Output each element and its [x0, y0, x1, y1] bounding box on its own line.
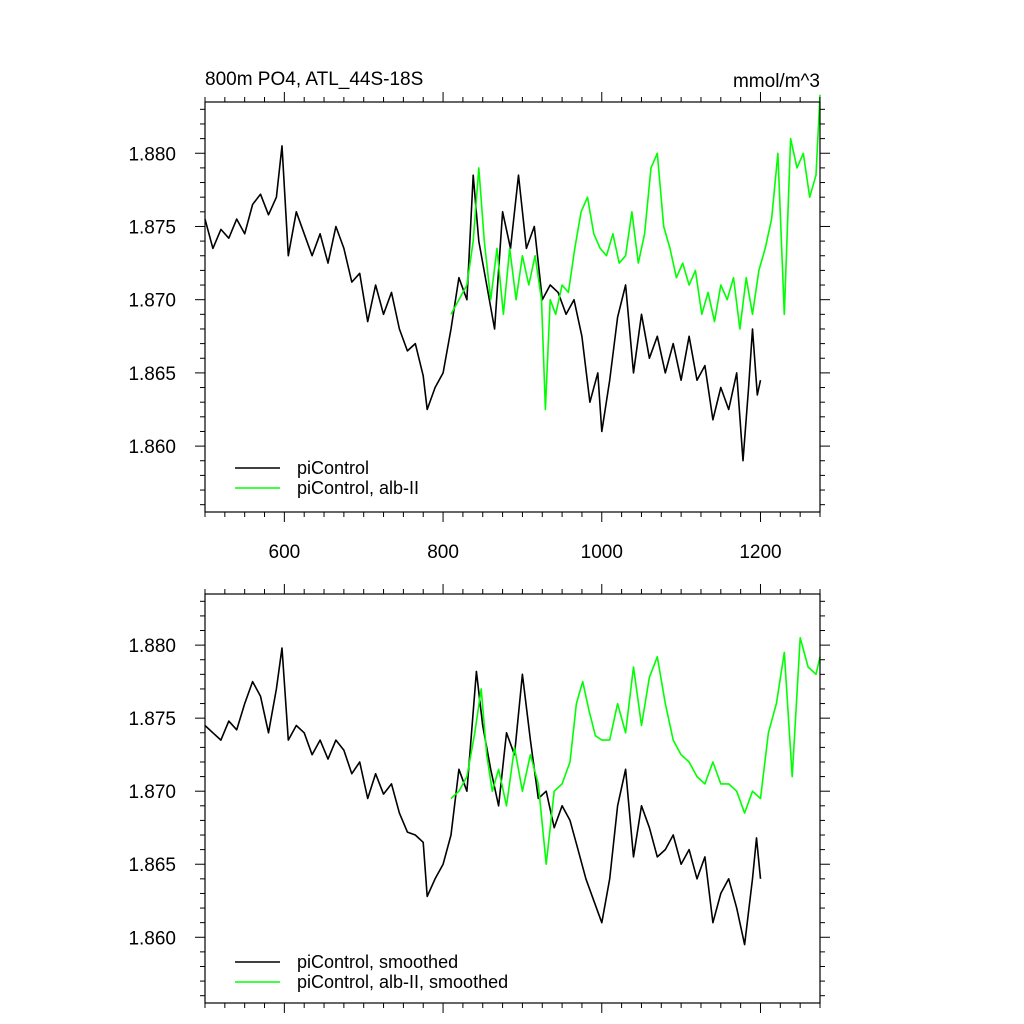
series-line-picontrol-alb-ii — [450, 637, 821, 865]
y-tick-label: 1.870 — [128, 291, 176, 312]
units-label: mmol/m^3 — [733, 71, 820, 92]
y-tick-label: 1.860 — [128, 928, 176, 949]
y-tick-label: 1.860 — [128, 437, 176, 458]
plot-frame — [204, 101, 821, 513]
series-line-picontrol — [204, 647, 762, 946]
y-tick-label: 1.875 — [128, 217, 176, 238]
y-tick-label: 1.865 — [128, 855, 176, 876]
plot-top: 600 800 1000 1200 1.860 1.865 1.870 1.875 1.880 p… — [128, 92, 830, 563]
legend-label: piControl, alb-II — [297, 478, 419, 498]
y-tick-label: 1.865 — [128, 364, 176, 385]
y-tick-label: 1.880 — [128, 144, 176, 165]
series-line-picontrol — [204, 145, 762, 462]
plot-frame — [204, 593, 821, 1004]
x-tick-label: 1200 — [739, 542, 781, 563]
panel-top: 800m PO4, ATL_44S-18S mmol/m^3 600 800 100… — [128, 69, 830, 563]
x-tick-label: 600 — [269, 542, 301, 563]
panel-bottom: 1.860 1.865 1.870 1.875 1.880 piControl, smoo… — [128, 584, 830, 1013]
legend-label: piControl, alb-II, smoothed — [297, 972, 508, 992]
plot-bottom: 1.860 1.865 1.870 1.875 1.880 piControl, smoo… — [128, 584, 830, 1013]
y-tick-label: 1.875 — [128, 709, 176, 730]
x-tick-label: 800 — [427, 542, 459, 563]
y-tick-label: 1.870 — [128, 782, 176, 803]
y-tick-label: 1.880 — [128, 636, 176, 657]
x-tick-label: 1000 — [581, 542, 623, 563]
legend-label: piControl, smoothed — [297, 952, 458, 972]
chart-title: 800m PO4, ATL_44S-18S — [205, 69, 423, 90]
series-line-picontrol-alb-ii — [450, 94, 821, 411]
legend-label: piControl — [297, 458, 369, 478]
